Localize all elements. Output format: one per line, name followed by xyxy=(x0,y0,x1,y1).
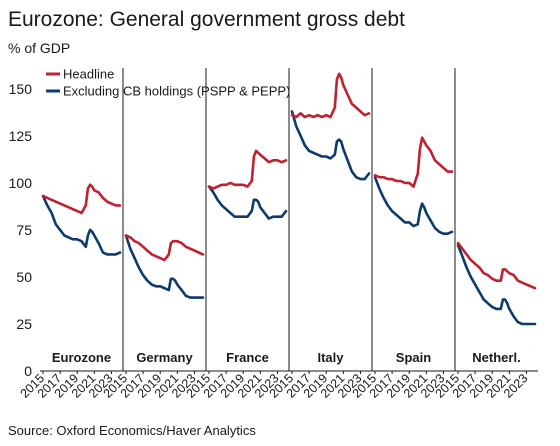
series-line-headline-2 xyxy=(207,149,288,190)
series-line-excluding-2 xyxy=(207,185,288,220)
series-line-excluding-4 xyxy=(373,175,454,235)
series-line-headline-5 xyxy=(456,241,537,290)
y-axis: 0 25 50 75 100 125 150 xyxy=(9,81,33,379)
legend-label-headline: Headline xyxy=(63,67,114,82)
y-tick-label: 75 xyxy=(16,222,32,238)
y-tick-label: 125 xyxy=(9,128,33,144)
panel-dividers xyxy=(122,68,456,371)
legend: Headline Excluding CB holdings (PSPP & PE… xyxy=(46,67,290,99)
series-line-excluding-0 xyxy=(41,194,122,256)
panel-label: Netherl. xyxy=(472,350,520,365)
series-line-excluding-1 xyxy=(124,234,205,299)
panel-label: Eurozone xyxy=(52,350,111,365)
panel-label: Italy xyxy=(317,350,344,365)
series-line-headline-4 xyxy=(373,136,454,188)
y-tick-label: 100 xyxy=(9,175,33,191)
y-axis-unit-label: % of GDP xyxy=(8,40,71,56)
series-line-headline-0 xyxy=(41,183,122,215)
legend-label-excluding: Excluding CB holdings (PSPP & PEPP) xyxy=(63,84,290,99)
y-tick-label: 50 xyxy=(16,269,32,285)
source-note: Source: Oxford Economics/Haver Analytics xyxy=(8,423,256,438)
panel-label: Spain xyxy=(396,350,431,365)
series-line-headline-3 xyxy=(290,72,371,119)
plot-area xyxy=(41,72,537,326)
panel-label: France xyxy=(226,350,269,365)
panel-label: Germany xyxy=(136,350,193,365)
series-line-headline-1 xyxy=(124,234,205,262)
y-tick-label: 25 xyxy=(16,316,32,332)
y-tick-label: 150 xyxy=(9,81,33,97)
chart-title: Eurozone: General government gross debt xyxy=(8,8,405,31)
x-axis: 2015201720192021202320152017201920212023… xyxy=(18,370,538,401)
y-tick-label: 0 xyxy=(24,363,32,379)
series-line-excluding-5 xyxy=(456,243,537,326)
series-line-excluding-3 xyxy=(290,110,371,181)
panel-labels: Eurozone Germany France Italy Spain Netherl. xyxy=(52,350,521,365)
